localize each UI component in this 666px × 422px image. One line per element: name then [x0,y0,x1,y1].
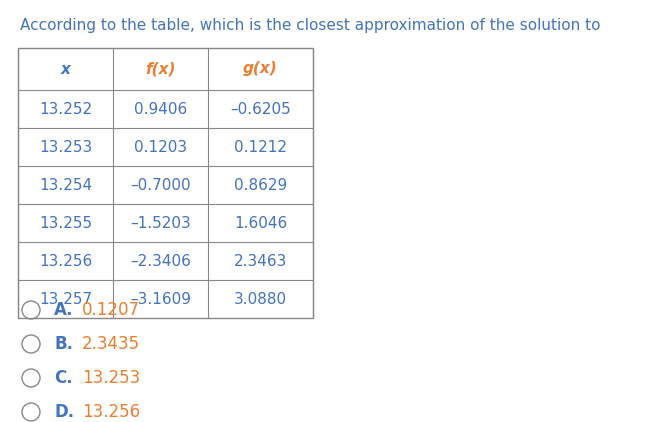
Text: According to the table, which is the closest approximation of the solution to: According to the table, which is the clo… [20,18,605,33]
Text: 13.256: 13.256 [39,254,92,268]
Text: f(x): f(x) [145,62,176,76]
Text: 13.253: 13.253 [39,140,92,154]
Text: D.: D. [54,403,74,421]
Text: 0.1207: 0.1207 [82,301,140,319]
Text: 13.256: 13.256 [82,403,140,421]
Text: 2.3463: 2.3463 [234,254,287,268]
Text: C.: C. [54,369,73,387]
Text: –0.6205: –0.6205 [230,102,291,116]
Text: 13.254: 13.254 [39,178,92,192]
Text: 13.252: 13.252 [39,102,92,116]
Bar [18,48,313,318]
Text: B.: B. [54,335,73,353]
Text: A.: A. [54,301,73,319]
Text: 13.255: 13.255 [39,216,92,230]
Text: 0.1203: 0.1203 [134,140,187,154]
Text: 0.8629: 0.8629 [234,178,287,192]
Text: 13.257: 13.257 [39,292,92,306]
Text: –2.3406: –2.3406 [130,254,191,268]
Text: –3.1609: –3.1609 [130,292,191,306]
Text: 2.3435: 2.3435 [82,335,140,353]
Text: –0.7000: –0.7000 [130,178,191,192]
Text: 0.1212: 0.1212 [234,140,287,154]
Text: g(x): g(x) [243,62,278,76]
Text: –1.5203: –1.5203 [130,216,191,230]
Text: 13.253: 13.253 [82,369,141,387]
Text: 1.6046: 1.6046 [234,216,287,230]
Text: x: x [61,62,71,76]
Text: 0.9406: 0.9406 [134,102,187,116]
Text: 3.0880: 3.0880 [234,292,287,306]
